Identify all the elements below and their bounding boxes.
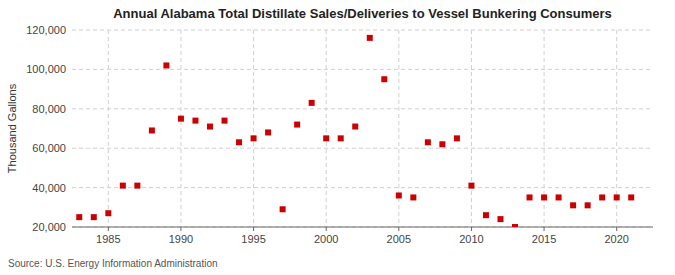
y-tick-label: 80,000 — [32, 103, 66, 115]
point — [222, 118, 228, 124]
point — [396, 192, 402, 198]
y-axis-label: Thousand Gallons — [6, 83, 18, 173]
x-axis-line — [72, 227, 653, 228]
x-tick-label: 2010 — [459, 233, 483, 245]
y-grid-line — [72, 227, 653, 228]
x-tick-label: 2005 — [387, 233, 411, 245]
x-tick — [544, 227, 545, 231]
point — [134, 183, 140, 189]
x-tick-label: 2000 — [314, 233, 338, 245]
x-tick — [253, 227, 254, 231]
point — [527, 194, 533, 200]
y-tick-label: 120,000 — [26, 24, 66, 36]
point — [454, 135, 460, 141]
y-tick-label: 20,000 — [32, 221, 66, 233]
point — [163, 62, 169, 68]
point — [251, 135, 257, 141]
grid — [72, 30, 653, 227]
point — [556, 194, 562, 200]
x-tick — [326, 227, 327, 231]
x-tick — [398, 227, 399, 231]
x-grid-line — [180, 30, 181, 227]
point — [309, 100, 315, 106]
point — [178, 116, 184, 122]
point — [120, 183, 126, 189]
x-grid-line — [326, 30, 327, 227]
x-grid-line — [108, 30, 109, 227]
x-grid-line — [471, 30, 472, 227]
point — [352, 124, 358, 130]
point — [280, 206, 286, 212]
chart: Annual Alabama Total Distillate Sales/De… — [0, 0, 675, 275]
y-tick-label: 40,000 — [32, 182, 66, 194]
point — [628, 194, 634, 200]
x-tick-label: 1995 — [241, 233, 265, 245]
point — [338, 135, 344, 141]
point — [439, 141, 445, 147]
point — [599, 194, 605, 200]
point — [497, 216, 503, 222]
point — [105, 210, 111, 216]
title: Annual Alabama Total Distillate Sales/De… — [113, 6, 612, 21]
point — [512, 224, 518, 227]
x-tick — [616, 227, 617, 231]
x-tick-label: 2015 — [532, 233, 556, 245]
y-grid-line — [72, 187, 653, 188]
point — [585, 202, 591, 208]
x-tick-label: 1985 — [96, 233, 120, 245]
point — [367, 35, 373, 41]
point — [570, 202, 576, 208]
point — [381, 76, 387, 82]
point — [541, 194, 547, 200]
y-grid-line — [72, 69, 653, 70]
x-tick — [180, 227, 181, 231]
point — [236, 139, 242, 145]
point — [207, 124, 213, 130]
point — [265, 129, 271, 135]
point — [614, 194, 620, 200]
x-tick-label: 1990 — [169, 233, 193, 245]
y-grid-line — [72, 148, 653, 149]
y-grid-line — [72, 108, 653, 109]
point — [425, 139, 431, 145]
y-grid-line — [72, 30, 653, 31]
x-tick — [108, 227, 109, 231]
points — [76, 35, 634, 227]
source-note: Source: U.S. Energy Information Administ… — [8, 258, 218, 269]
chart-container: Annual Alabama Total Distillate Sales/De… — [0, 0, 675, 275]
point — [294, 122, 300, 128]
point — [91, 214, 97, 220]
point — [483, 212, 489, 218]
x-grid-line — [253, 30, 254, 227]
axes: 20,000 40,000 60,000 80,000 100,000 120,000 19… — [26, 24, 653, 245]
point — [192, 118, 198, 124]
point — [468, 183, 474, 189]
point — [323, 135, 329, 141]
point — [76, 214, 82, 220]
x-tick-label: 2020 — [604, 233, 628, 245]
x-tick — [471, 227, 472, 231]
point — [149, 127, 155, 133]
y-tick-label: 100,000 — [26, 63, 66, 75]
point — [410, 194, 416, 200]
y-tick-label: 60,000 — [32, 142, 66, 154]
